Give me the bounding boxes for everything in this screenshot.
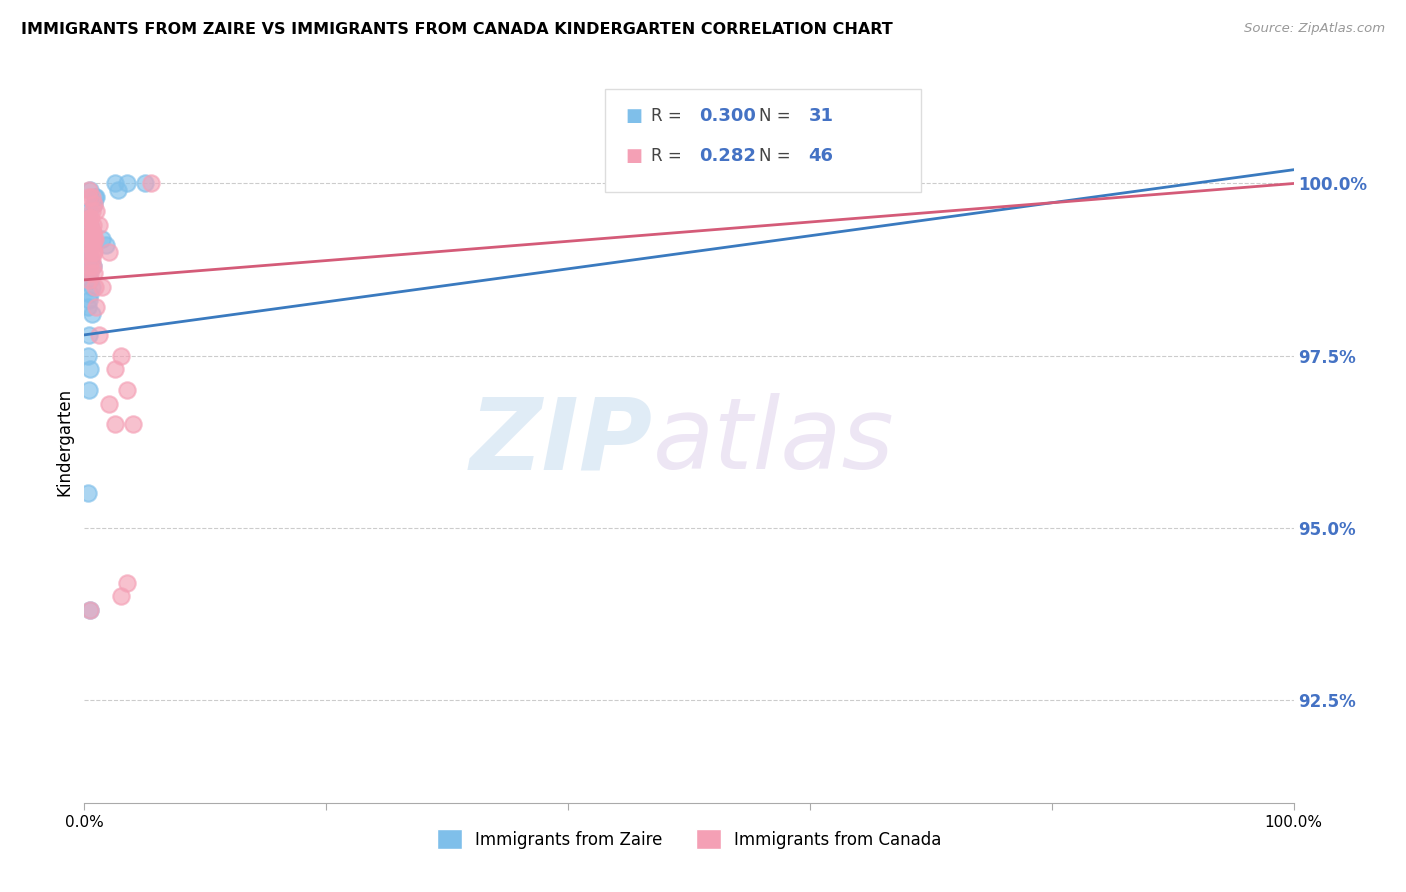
Point	[79, 183, 101, 197]
Point	[82, 238, 104, 252]
Point	[87, 218, 110, 232]
Point	[77, 301, 100, 315]
Text: N =: N =	[759, 147, 796, 165]
Point	[82, 218, 104, 232]
Point	[84, 279, 107, 293]
Point	[79, 603, 101, 617]
Point	[79, 238, 101, 252]
Point	[77, 211, 100, 225]
Point	[80, 231, 103, 245]
Point	[82, 259, 104, 273]
Point	[77, 383, 100, 397]
Point	[110, 590, 132, 604]
Point	[87, 327, 110, 342]
Text: 0.282: 0.282	[699, 147, 756, 165]
Point	[86, 301, 108, 315]
Point	[77, 293, 100, 308]
Point	[104, 362, 127, 376]
Text: 0.300: 0.300	[699, 107, 755, 125]
Point	[82, 225, 104, 239]
Point	[86, 190, 108, 204]
Text: atlas: atlas	[652, 393, 894, 490]
Point	[79, 603, 101, 617]
Point	[91, 231, 114, 245]
Point	[80, 225, 103, 239]
Point	[77, 486, 100, 500]
Point	[77, 245, 100, 260]
Point	[77, 273, 100, 287]
Text: 46: 46	[808, 147, 834, 165]
Point	[79, 252, 101, 267]
Point	[107, 183, 129, 197]
Point	[82, 259, 104, 273]
Point	[97, 245, 120, 260]
Point	[94, 238, 117, 252]
Point	[77, 190, 100, 204]
Point	[80, 204, 103, 219]
Point	[80, 231, 103, 245]
Point	[80, 225, 103, 239]
Point	[80, 307, 103, 321]
Point	[97, 397, 120, 411]
Point	[80, 225, 103, 239]
Text: Source: ZipAtlas.com: Source: ZipAtlas.com	[1244, 22, 1385, 36]
Point	[84, 190, 107, 204]
Point	[79, 273, 101, 287]
Point	[77, 245, 100, 260]
Y-axis label: Kindergarten: Kindergarten	[55, 387, 73, 496]
Point	[86, 204, 108, 219]
Point	[79, 266, 101, 280]
Point	[115, 383, 138, 397]
Point	[110, 349, 132, 363]
Point	[121, 417, 143, 432]
Point	[104, 417, 127, 432]
Point	[79, 218, 101, 232]
Point	[77, 183, 100, 197]
Point	[77, 204, 100, 219]
Text: N =: N =	[759, 107, 796, 125]
Text: ■: ■	[626, 147, 643, 165]
Point	[79, 211, 101, 225]
Point	[77, 231, 100, 245]
Text: ■: ■	[626, 107, 643, 125]
Point	[83, 231, 105, 245]
Point	[79, 286, 101, 301]
Text: R =: R =	[651, 147, 688, 165]
Point	[77, 266, 100, 280]
Point	[134, 177, 156, 191]
Point	[83, 197, 105, 211]
Point	[115, 177, 138, 191]
Point	[80, 279, 103, 293]
Point	[83, 245, 105, 260]
Legend: Immigrants from Zaire, Immigrants from Canada: Immigrants from Zaire, Immigrants from C…	[430, 822, 948, 856]
Point	[79, 362, 101, 376]
Point	[82, 245, 104, 260]
Text: R =: R =	[651, 107, 688, 125]
Point	[80, 190, 103, 204]
Point	[115, 575, 138, 590]
Point	[139, 177, 162, 191]
Point	[104, 177, 127, 191]
Text: IMMIGRANTS FROM ZAIRE VS IMMIGRANTS FROM CANADA KINDERGARTEN CORRELATION CHART: IMMIGRANTS FROM ZAIRE VS IMMIGRANTS FROM…	[21, 22, 893, 37]
Point	[79, 259, 101, 273]
Point	[82, 245, 104, 260]
Point	[83, 197, 105, 211]
Point	[83, 266, 105, 280]
Point	[79, 211, 101, 225]
Text: 31: 31	[808, 107, 834, 125]
Point	[91, 279, 114, 293]
Point	[77, 349, 100, 363]
Point	[79, 211, 101, 225]
Text: ZIP: ZIP	[470, 393, 652, 490]
Point	[79, 218, 101, 232]
Point	[77, 327, 100, 342]
Point	[84, 231, 107, 245]
Point	[80, 252, 103, 267]
